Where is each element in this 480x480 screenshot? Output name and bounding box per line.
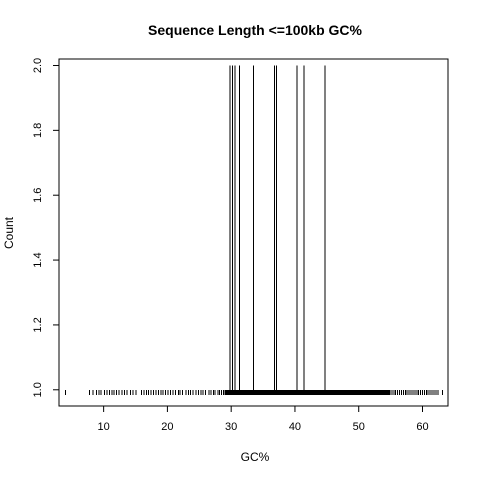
x-tick-label: 60 (416, 421, 428, 433)
x-tick-label: 10 (98, 421, 110, 433)
y-axis-label: Count (2, 216, 16, 249)
y-tick-label: 1.4 (32, 252, 44, 267)
y-tick-label: 1.0 (32, 382, 44, 397)
x-tick-label: 30 (225, 421, 237, 433)
chart-title: Sequence Length <=100kb GC% (148, 22, 363, 38)
plot-area: 10 20 30 40 50 60 1.0 1.2 1.4 1.6 1.8 2.0 (32, 58, 448, 433)
y-tick-label: 2.0 (32, 58, 44, 73)
x-axis-label: GC% (241, 450, 270, 464)
x-tick-label: 50 (353, 421, 365, 433)
y-tick-label: 1.2 (32, 317, 44, 332)
x-tick-label: 40 (289, 421, 301, 433)
y-tick-label: 1.6 (32, 188, 44, 203)
x-tick-label: 20 (161, 421, 173, 433)
y-tick-label: 1.8 (32, 123, 44, 138)
